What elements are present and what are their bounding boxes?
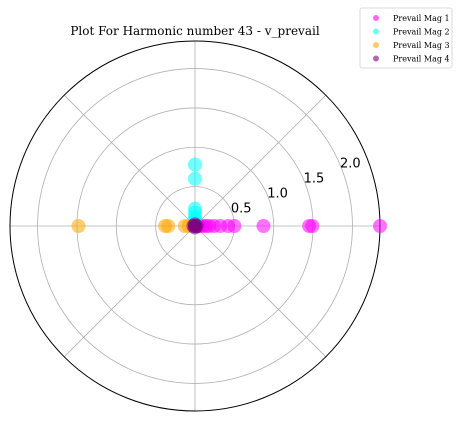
legend-label: Prevail Mag 3 [393, 41, 450, 50]
angular-gridline-225 [63, 225, 196, 358]
data-point-series-4 [188, 219, 202, 233]
angular-gridline-45 [194, 94, 327, 227]
legend-marker [373, 28, 379, 35]
angular-gridline-135 [63, 94, 196, 227]
radial-tick-labels: 0.5 1.0 1.5 2.0 [231, 156, 361, 216]
chart-title: Plot For Harmonic number 43 - v_prevail [70, 24, 319, 38]
radial-tick-label: 0.5 [231, 202, 252, 217]
radial-tick-label: 1.0 [267, 187, 288, 202]
data-point-series-1 [256, 219, 271, 233]
data-point-series-1 [373, 219, 387, 233]
data-points [71, 157, 387, 235]
data-point-series-2 [188, 171, 202, 186]
data-point-series-3 [71, 219, 86, 233]
legend: Prevail Mag 1 Prevail Mag 2 Prevail Mag 3 P… [359, 7, 453, 69]
data-point-series-1 [227, 219, 242, 233]
legend-label: Prevail Mag 4 [393, 55, 450, 64]
data-point-series-3 [161, 219, 176, 233]
angular-gridline-315 [194, 225, 327, 358]
legend-frame [359, 7, 453, 69]
data-point-series-1 [305, 219, 320, 233]
legend-marker [373, 55, 379, 62]
radial-gridline-1 [115, 146, 275, 306]
legend-label: Prevail Mag 1 [393, 14, 450, 23]
radial-gridline-3 [37, 68, 353, 384]
legend-marker [373, 15, 379, 21]
data-point-series-2 [188, 157, 202, 172]
radial-tick-label: 2.0 [340, 156, 361, 171]
legend-label: Prevail Mag 2 [393, 28, 450, 37]
radial-tick-label: 1.5 [304, 172, 325, 187]
legend-marker [373, 42, 379, 48]
